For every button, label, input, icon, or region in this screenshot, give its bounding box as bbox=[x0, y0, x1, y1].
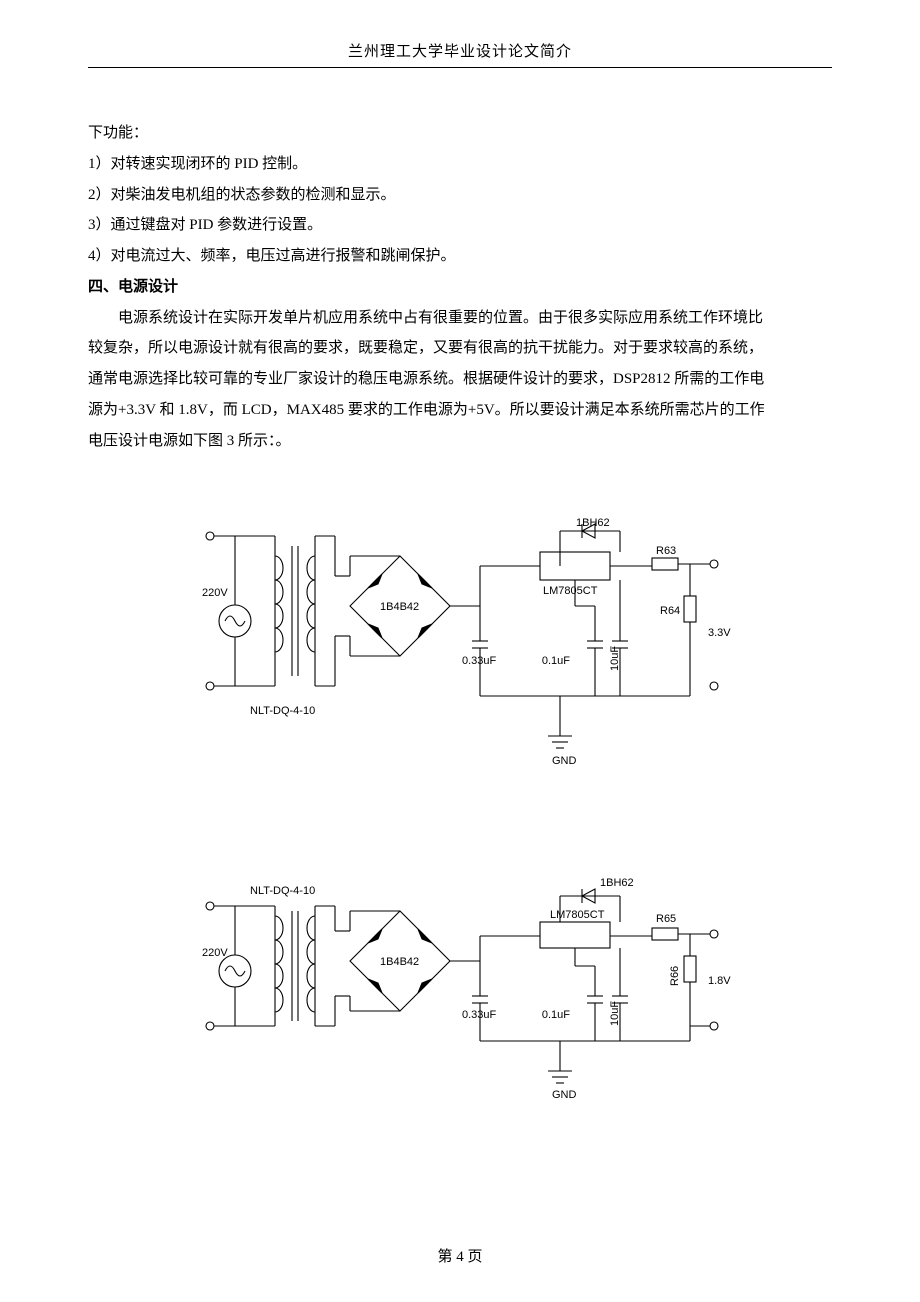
page-header-title: 兰州理工大学毕业设计论文简介 bbox=[88, 40, 832, 61]
label-diode-2: 1BH62 bbox=[600, 877, 634, 889]
label-capout-1: 0.1uF bbox=[542, 655, 570, 667]
para-1b: 较复杂，所以电源设计就有很高的要求，既要稳定，又要有很高的抗干扰能力。对于要求较… bbox=[88, 333, 832, 364]
para-1a: 电源系统设计在实际开发单片机应用系统中占有很重要的位置。由于很多实际应用系统工作… bbox=[88, 303, 832, 334]
label-vout-1: 3.3V bbox=[708, 627, 731, 639]
header-rule bbox=[88, 67, 832, 68]
para-1d: 源为+3.3V 和 1.8V，而 LCD，MAX485 要求的工作电源为+5V。… bbox=[88, 395, 832, 426]
label-capout-2: 0.1uF bbox=[542, 1009, 570, 1021]
page-footer: 第 4 页 bbox=[0, 1245, 920, 1266]
body-text-block: 下功能： 1）对转速实现闭环的 PID 控制。 2）对柴油发电机组的状态参数的检… bbox=[88, 118, 832, 456]
page: 兰州理工大学毕业设计论文简介 下功能： 1）对转速实现闭环的 PID 控制。 2… bbox=[0, 0, 920, 1302]
label-transformer-1: NLT-DQ-4-10 bbox=[250, 705, 315, 717]
label-ac-2: 220V bbox=[202, 947, 228, 959]
label-rtop-2: R65 bbox=[656, 913, 676, 925]
label-regulator-1: LM7805CT bbox=[543, 585, 598, 597]
label-capin-2: 0.33uF bbox=[462, 1009, 497, 1021]
label-capbulk-2: 10uF bbox=[609, 1001, 621, 1026]
label-gnd-2: GND bbox=[552, 1089, 577, 1101]
label-bridge-1: 1B4B42 bbox=[380, 601, 419, 613]
para-1e: 电压设计电源如下图 3 所示：。 bbox=[88, 426, 832, 457]
text-line-1: 1）对转速实现闭环的 PID 控制。 bbox=[88, 149, 832, 180]
label-diode-1: 1BH62 bbox=[576, 517, 610, 529]
label-bridge-2: 1B4B42 bbox=[380, 956, 419, 968]
text-line-0: 下功能： bbox=[88, 118, 832, 149]
figures-container: 220V NLT-DQ-4-10 1B4B42 1BH62 LM7805CT 0… bbox=[88, 496, 832, 1116]
label-rbot-1: R64 bbox=[660, 605, 680, 617]
text-line-4: 4）对电流过大、频率，电压过高进行报警和跳闸保护。 bbox=[88, 241, 832, 272]
label-rtop-1: R63 bbox=[656, 545, 676, 557]
para-1c: 通常电源选择比较可靠的专业厂家设计的稳压电源系统。根据硬件设计的要求，DSP28… bbox=[88, 364, 832, 395]
label-vout-2: 1.8V bbox=[708, 975, 731, 987]
text-line-3: 3）通过键盘对 PID 参数进行设置。 bbox=[88, 210, 832, 241]
label-rbot-2: R66 bbox=[669, 966, 681, 986]
label-regulator-2: LM7805CT bbox=[550, 909, 605, 921]
section-heading: 四、电源设计 bbox=[88, 272, 832, 303]
text-line-2: 2）对柴油发电机组的状态参数的检测和显示。 bbox=[88, 180, 832, 211]
label-capbulk-1: 10uF bbox=[609, 646, 621, 671]
label-gnd-1: GND bbox=[552, 755, 577, 767]
circuit-2: 220V NLT-DQ-4-10 1B4B42 1BH62 LM7805CT 0… bbox=[180, 856, 740, 1116]
label-capin-1: 0.33uF bbox=[462, 655, 497, 667]
label-transformer-2: NLT-DQ-4-10 bbox=[250, 885, 315, 897]
label-ac-1: 220V bbox=[202, 587, 228, 599]
circuit-1: 220V NLT-DQ-4-10 1B4B42 1BH62 LM7805CT 0… bbox=[180, 496, 740, 796]
